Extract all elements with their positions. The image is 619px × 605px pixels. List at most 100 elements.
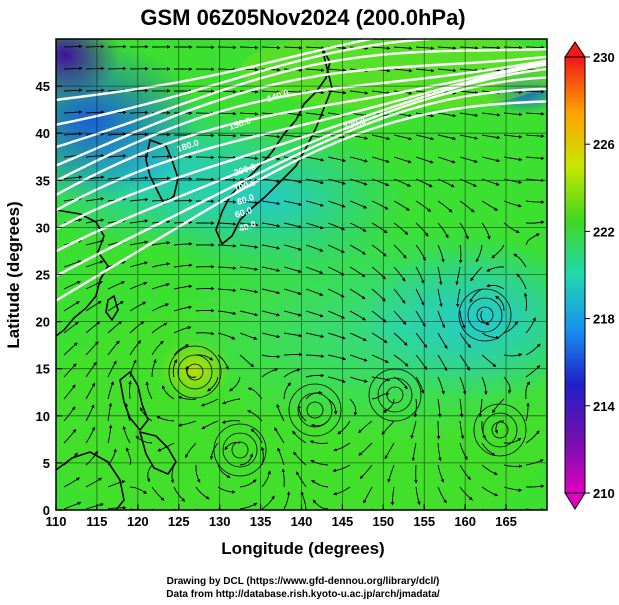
streamline-arrow	[261, 222, 281, 228]
streamline-arrow	[151, 198, 171, 202]
streamline-arrow	[371, 200, 389, 210]
streamline-arrow	[173, 344, 190, 356]
streamline-arrow	[217, 133, 237, 138]
streamline-arrow	[503, 486, 523, 492]
x-tick-label: 130	[209, 514, 231, 529]
streamline-arrow	[292, 430, 307, 444]
vortex-streamline	[482, 412, 518, 448]
streamline-arrow	[305, 288, 324, 296]
streamline-arrow	[311, 479, 329, 488]
contour-line	[56, 67, 547, 231]
streamline-arrow	[217, 111, 237, 116]
streamline-arrow	[437, 332, 448, 350]
streamline-arrow	[283, 332, 303, 338]
streamline-arrow	[85, 361, 97, 378]
streamline-arrow	[393, 266, 406, 282]
colorbar-tick-label: 210	[593, 486, 615, 501]
colorbar-top-triangle	[564, 41, 586, 58]
streamline-arrow	[459, 310, 466, 329]
streamline-arrow	[525, 381, 530, 400]
streamline-arrow	[239, 222, 259, 227]
streamline-arrow	[437, 266, 443, 286]
streamline-arrow	[437, 464, 445, 483]
streamline-arrow	[437, 288, 443, 308]
streamline-arrow	[129, 176, 149, 180]
streamline-arrow	[525, 220, 545, 225]
streamline-arrow	[437, 376, 445, 395]
streamline-arrow	[283, 244, 302, 251]
streamline-arrow	[85, 382, 96, 400]
streamline-arrow	[283, 222, 303, 229]
streamline-arrow	[459, 420, 465, 440]
streamline-arrow	[85, 300, 102, 312]
streamline-arrow	[170, 464, 175, 484]
vortex-streamline	[177, 354, 213, 390]
streamline-arrow	[459, 134, 479, 140]
streamline-arrow	[283, 46, 303, 50]
streamline-arrow	[195, 308, 215, 313]
streamline-arrow	[459, 46, 479, 50]
streamline-arrow	[312, 499, 329, 510]
streamline-arrow	[492, 398, 505, 414]
streamline-arrow	[393, 354, 409, 367]
vortex-streamline	[213, 423, 267, 477]
streamline-arrow	[305, 244, 324, 252]
streamline-arrow	[85, 426, 96, 444]
streamline-arrow	[221, 420, 241, 424]
streamline-arrow	[305, 46, 325, 50]
streamline-arrow	[513, 253, 527, 268]
streamline-arrow	[129, 321, 145, 334]
colorbar-bottom-triangle	[564, 492, 586, 510]
contour-line	[56, 100, 547, 303]
vortex-streamline	[491, 421, 509, 439]
streamline-arrow	[217, 45, 237, 50]
streamline-arrow	[437, 200, 453, 213]
streamline-arrow	[305, 156, 325, 162]
streamline-arrow	[415, 68, 435, 73]
streamline-arrow	[371, 392, 390, 400]
streamline-arrow	[239, 45, 259, 50]
streamline-arrow	[217, 486, 236, 494]
streamline-arrow	[129, 110, 149, 115]
streamline-arrow	[107, 320, 123, 334]
streamline-arrow	[107, 301, 124, 312]
y-tick-label: 0	[43, 503, 50, 518]
streamline-arrow	[371, 90, 391, 95]
streamline-arrow	[415, 266, 425, 284]
streamline-arrow	[239, 266, 259, 271]
x-axis: 110 115 120 125 130 135 140 145 150 155 160 165	[46, 504, 517, 529]
streamline-arrow	[239, 332, 258, 340]
streamline-arrow	[349, 376, 368, 383]
streamline-arrow	[481, 354, 497, 367]
streamline-arrow	[63, 110, 83, 114]
streamline-arrow	[349, 90, 369, 95]
streamline-arrow	[437, 310, 446, 329]
streamline-arrow	[309, 440, 329, 444]
streamline-arrow	[437, 134, 457, 141]
x-tick-label: 120	[127, 514, 149, 529]
streamline-arrow	[437, 156, 456, 164]
streamline-arrow	[151, 486, 165, 501]
streamline-arrow	[393, 68, 413, 73]
vortex-streamline	[231, 441, 249, 459]
streamline-arrow	[469, 288, 483, 303]
y-tick-label: 45	[36, 79, 50, 94]
streamline-arrow	[481, 156, 501, 163]
streamline-arrow	[503, 321, 518, 334]
streamline-arrow	[207, 376, 219, 392]
y-axis-label: Latitude (degrees)	[4, 201, 23, 348]
vortex-streamline	[306, 401, 324, 419]
streamline-arrow	[156, 415, 175, 422]
y-tick-label: 30	[36, 220, 50, 235]
streamline-arrow	[107, 132, 127, 136]
streamline-arrow	[371, 46, 391, 50]
y-tick-label: 35	[36, 173, 50, 188]
streamline-arrow	[411, 442, 417, 462]
streamline-arrow	[494, 420, 505, 434]
streamline-arrow	[85, 260, 104, 268]
streamline-arrow	[63, 321, 79, 334]
streamline-arrow	[107, 402, 113, 422]
streamline-arrow	[415, 486, 421, 506]
streamline-arrow	[129, 340, 142, 356]
contour-line	[56, 39, 547, 126]
